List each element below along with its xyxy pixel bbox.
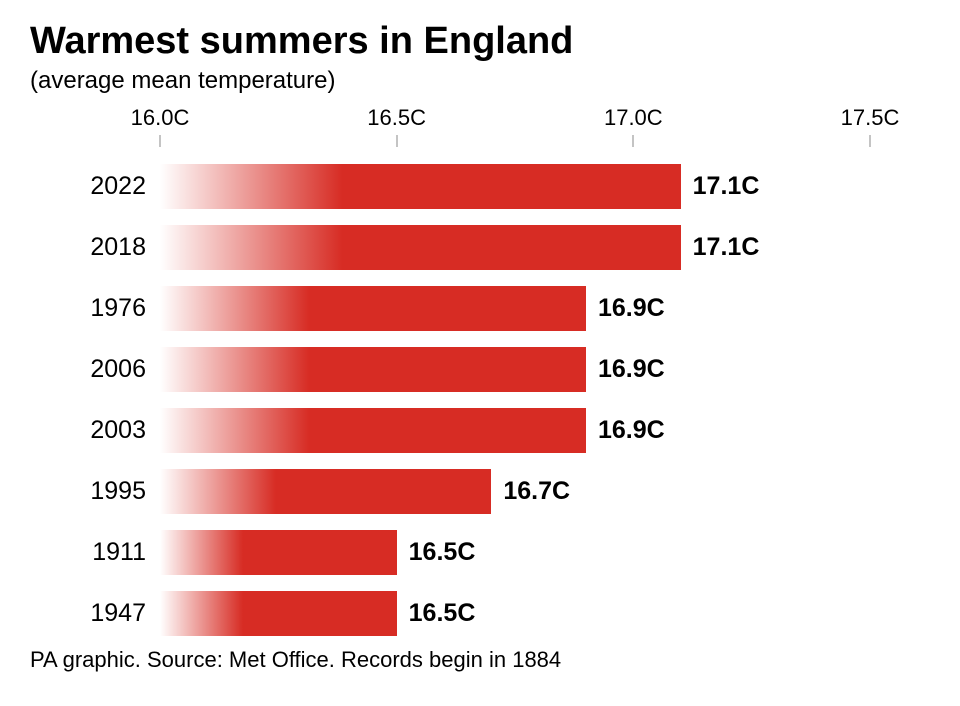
bar-row: 197616.9C <box>160 281 870 336</box>
chart-footnote: PA graphic. Source: Met Office. Records … <box>30 647 930 673</box>
bar-value-label: 17.1C <box>681 220 760 275</box>
bar-value-label: 17.1C <box>681 159 760 214</box>
bar <box>160 347 586 392</box>
x-axis-label: 17.5C <box>841 105 900 131</box>
bar <box>160 164 681 209</box>
bar-year-label: 2022 <box>90 159 160 214</box>
bar-year-label: 1976 <box>90 281 160 336</box>
bar-value-label: 16.9C <box>586 342 665 397</box>
bar <box>160 530 397 575</box>
x-axis-label: 16.0C <box>131 105 190 131</box>
bar-value-label: 16.5C <box>397 525 476 580</box>
bar-row: 201817.1C <box>160 220 870 275</box>
bar-year-label: 1947 <box>90 586 160 641</box>
bar <box>160 225 681 270</box>
x-axis-tick <box>633 135 634 147</box>
bar-year-label: 1995 <box>90 464 160 519</box>
bar <box>160 286 586 331</box>
bar-year-label: 2018 <box>90 220 160 275</box>
bar <box>160 469 491 514</box>
x-axis-ticks <box>160 135 870 151</box>
bar-row: 199516.7C <box>160 464 870 519</box>
bar-row: 191116.5C <box>160 525 870 580</box>
x-axis-labels: 16.0C16.5C17.0C17.5C <box>160 105 870 135</box>
x-axis-tick <box>396 135 397 147</box>
bar-year-label: 1911 <box>92 525 160 580</box>
bars-container: 202217.1C 201817.1C 197616.9C 200616.9C 2003… <box>160 151 870 641</box>
bar-row: 200616.9C <box>160 342 870 397</box>
bar-value-label: 16.9C <box>586 403 665 458</box>
chart-subtitle: (average mean temperature) <box>30 67 930 95</box>
x-axis-tick <box>160 135 161 147</box>
bar-year-label: 2003 <box>90 403 160 458</box>
bar-value-label: 16.9C <box>586 281 665 336</box>
bar-row: 200316.9C <box>160 403 870 458</box>
x-axis-label: 17.0C <box>604 105 663 131</box>
bar-row: 202217.1C <box>160 159 870 214</box>
chart-title: Warmest summers in England <box>30 20 930 63</box>
bar <box>160 408 586 453</box>
bar-value-label: 16.5C <box>397 586 476 641</box>
bar <box>160 591 397 636</box>
bar-row: 194716.5C <box>160 586 870 641</box>
bar-value-label: 16.7C <box>491 464 570 519</box>
bar-year-label: 2006 <box>90 342 160 397</box>
x-axis-label: 16.5C <box>367 105 426 131</box>
x-axis-tick <box>870 135 871 147</box>
chart-area: 16.0C16.5C17.0C17.5C 202217.1C201817.1C1… <box>160 105 870 635</box>
